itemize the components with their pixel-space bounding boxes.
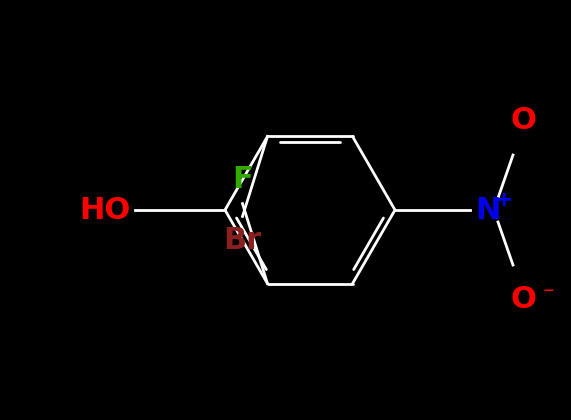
Text: ⁻: ⁻	[542, 285, 554, 305]
Text: Br: Br	[223, 226, 262, 255]
Text: HO: HO	[79, 195, 130, 225]
Text: F: F	[232, 165, 253, 194]
Text: +: +	[494, 190, 513, 210]
Text: O: O	[510, 285, 536, 314]
Text: N: N	[475, 195, 501, 225]
Text: O: O	[510, 106, 536, 135]
